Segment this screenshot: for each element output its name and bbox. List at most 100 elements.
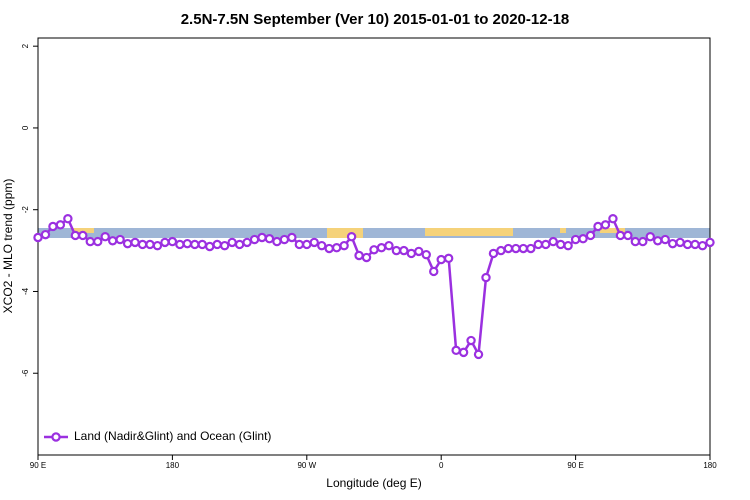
- data-point: [249, 234, 260, 245]
- data-point: [630, 236, 641, 247]
- legend-marker: [51, 432, 61, 442]
- data-point: [63, 213, 73, 224]
- data-point: [638, 236, 648, 247]
- data-point: [331, 243, 342, 253]
- data-point: [279, 234, 290, 245]
- x-axis-label: Longitude (deg E): [326, 476, 421, 490]
- data-point: [48, 221, 58, 232]
- data-point: [152, 240, 163, 251]
- data-point: [219, 240, 230, 251]
- data-point: [660, 234, 670, 245]
- data-point: [85, 236, 95, 247]
- data-point: [481, 272, 491, 283]
- x-tick-label: 90 W: [297, 461, 316, 470]
- series-line: [37, 216, 711, 359]
- data-point: [541, 239, 551, 250]
- y-tick-label: -2: [21, 206, 30, 214]
- data-point: [414, 246, 424, 257]
- data-point: [526, 243, 536, 254]
- data-point: [429, 266, 439, 277]
- data-point: [406, 248, 417, 259]
- data-point: [55, 220, 66, 230]
- data-point: [93, 236, 103, 247]
- data-point: [182, 238, 193, 249]
- data-point: [227, 237, 237, 248]
- data-point: [496, 245, 506, 256]
- data-point: [287, 232, 297, 243]
- data-point: [488, 248, 499, 259]
- x-tick-label: 180: [703, 461, 717, 470]
- data-point: [615, 230, 626, 241]
- data-point: [78, 230, 88, 241]
- data-point: [175, 239, 185, 250]
- data-point: [369, 245, 379, 255]
- data-point: [705, 237, 715, 248]
- data-point: [466, 335, 476, 346]
- data-point: [234, 239, 245, 250]
- data-point: [324, 243, 334, 254]
- data-point: [272, 236, 282, 247]
- data-point: [645, 231, 655, 242]
- data-point: [294, 239, 305, 250]
- data-point: [317, 240, 327, 251]
- data-point: [242, 237, 252, 248]
- legend-label: Land (Nadir&Glint) and Ocean (Glint): [74, 429, 271, 443]
- data-point: [533, 239, 543, 250]
- data-point: [160, 237, 170, 248]
- data-point: [70, 230, 81, 241]
- data-point: [436, 254, 446, 265]
- data-point: [570, 234, 581, 245]
- data-point: [653, 236, 663, 246]
- data-point: [264, 234, 275, 244]
- data-point: [503, 243, 514, 254]
- data-point: [302, 239, 312, 250]
- data-point: [309, 237, 319, 248]
- data-point: [585, 230, 596, 241]
- data-point: [384, 240, 394, 251]
- y-tick-label: -4: [21, 287, 30, 295]
- x-tick-label: 90 E: [567, 461, 583, 470]
- data-point: [40, 229, 51, 240]
- data-point: [473, 349, 484, 360]
- data-point: [518, 243, 529, 254]
- data-point: [145, 239, 155, 250]
- data-point: [667, 238, 678, 249]
- data-point: [197, 239, 207, 250]
- data-point: [354, 250, 364, 261]
- data-point: [122, 238, 133, 249]
- data-point: [167, 236, 178, 247]
- data-point: [697, 240, 708, 251]
- chart-title: 2.5N-7.5N September (Ver 10) 2015-01-01 …: [181, 11, 570, 28]
- data-point: [100, 231, 110, 242]
- y-axis-label: XCO2 - MLO trend (ppm): [1, 179, 15, 314]
- data-point: [593, 221, 603, 232]
- data-point: [555, 239, 566, 250]
- data-point: [361, 252, 372, 263]
- data-point: [130, 237, 140, 248]
- data-point: [376, 243, 387, 253]
- data-point: [600, 220, 611, 230]
- data-point: [190, 239, 200, 250]
- data-point: [623, 230, 633, 241]
- data-point: [212, 239, 222, 250]
- map-strip: [38, 228, 710, 238]
- data-point: [107, 236, 118, 246]
- data-point: [511, 243, 521, 254]
- x-tick-label: 90 E: [30, 461, 46, 470]
- data-point: [578, 234, 588, 244]
- data-point: [257, 232, 267, 243]
- data-point: [137, 239, 148, 250]
- data-point: [391, 245, 402, 256]
- data-point: [443, 253, 454, 264]
- y-tick-label: -6: [21, 369, 30, 377]
- data-point: [690, 239, 700, 250]
- data-point: [675, 237, 685, 248]
- data-point: [399, 245, 409, 256]
- data-point: [548, 236, 558, 247]
- y-tick-label: 2: [21, 43, 30, 48]
- data-point: [33, 232, 43, 243]
- data-point: [346, 231, 357, 242]
- data-point: [339, 240, 349, 251]
- data-point: [451, 345, 461, 356]
